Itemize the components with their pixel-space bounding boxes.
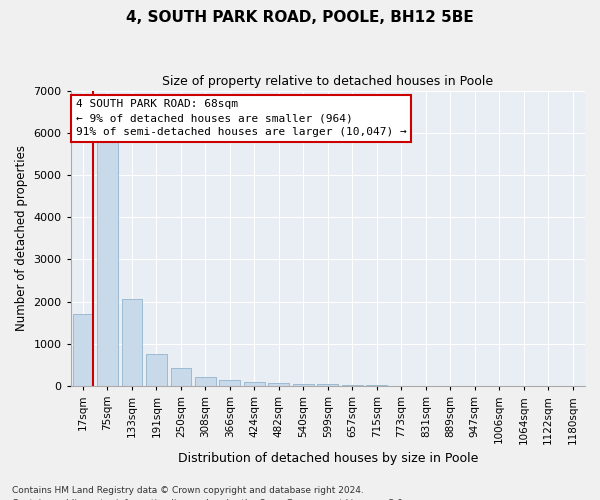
- Bar: [73, 314, 94, 386]
- X-axis label: Distribution of detached houses by size in Poole: Distribution of detached houses by size …: [178, 452, 478, 465]
- Title: Size of property relative to detached houses in Poole: Size of property relative to detached ho…: [162, 75, 493, 88]
- Text: 4, SOUTH PARK ROAD, POOLE, BH12 5BE: 4, SOUTH PARK ROAD, POOLE, BH12 5BE: [126, 10, 474, 25]
- Text: Contains public sector information licensed under the Open Government Licence v3: Contains public sector information licen…: [12, 498, 406, 500]
- Text: Contains HM Land Registry data © Crown copyright and database right 2024.: Contains HM Land Registry data © Crown c…: [12, 486, 364, 495]
- Bar: [97, 141, 118, 386]
- Bar: [317, 384, 338, 386]
- Bar: [146, 354, 167, 386]
- Bar: [195, 377, 216, 386]
- Bar: [268, 382, 289, 386]
- Y-axis label: Number of detached properties: Number of detached properties: [15, 145, 28, 331]
- Bar: [170, 368, 191, 386]
- Bar: [122, 300, 142, 386]
- Bar: [342, 384, 363, 386]
- Text: 4 SOUTH PARK ROAD: 68sqm
← 9% of detached houses are smaller (964)
91% of semi-d: 4 SOUTH PARK ROAD: 68sqm ← 9% of detache…: [76, 100, 407, 138]
- Bar: [244, 382, 265, 386]
- Bar: [220, 380, 241, 386]
- Bar: [293, 384, 314, 386]
- Bar: [367, 385, 387, 386]
